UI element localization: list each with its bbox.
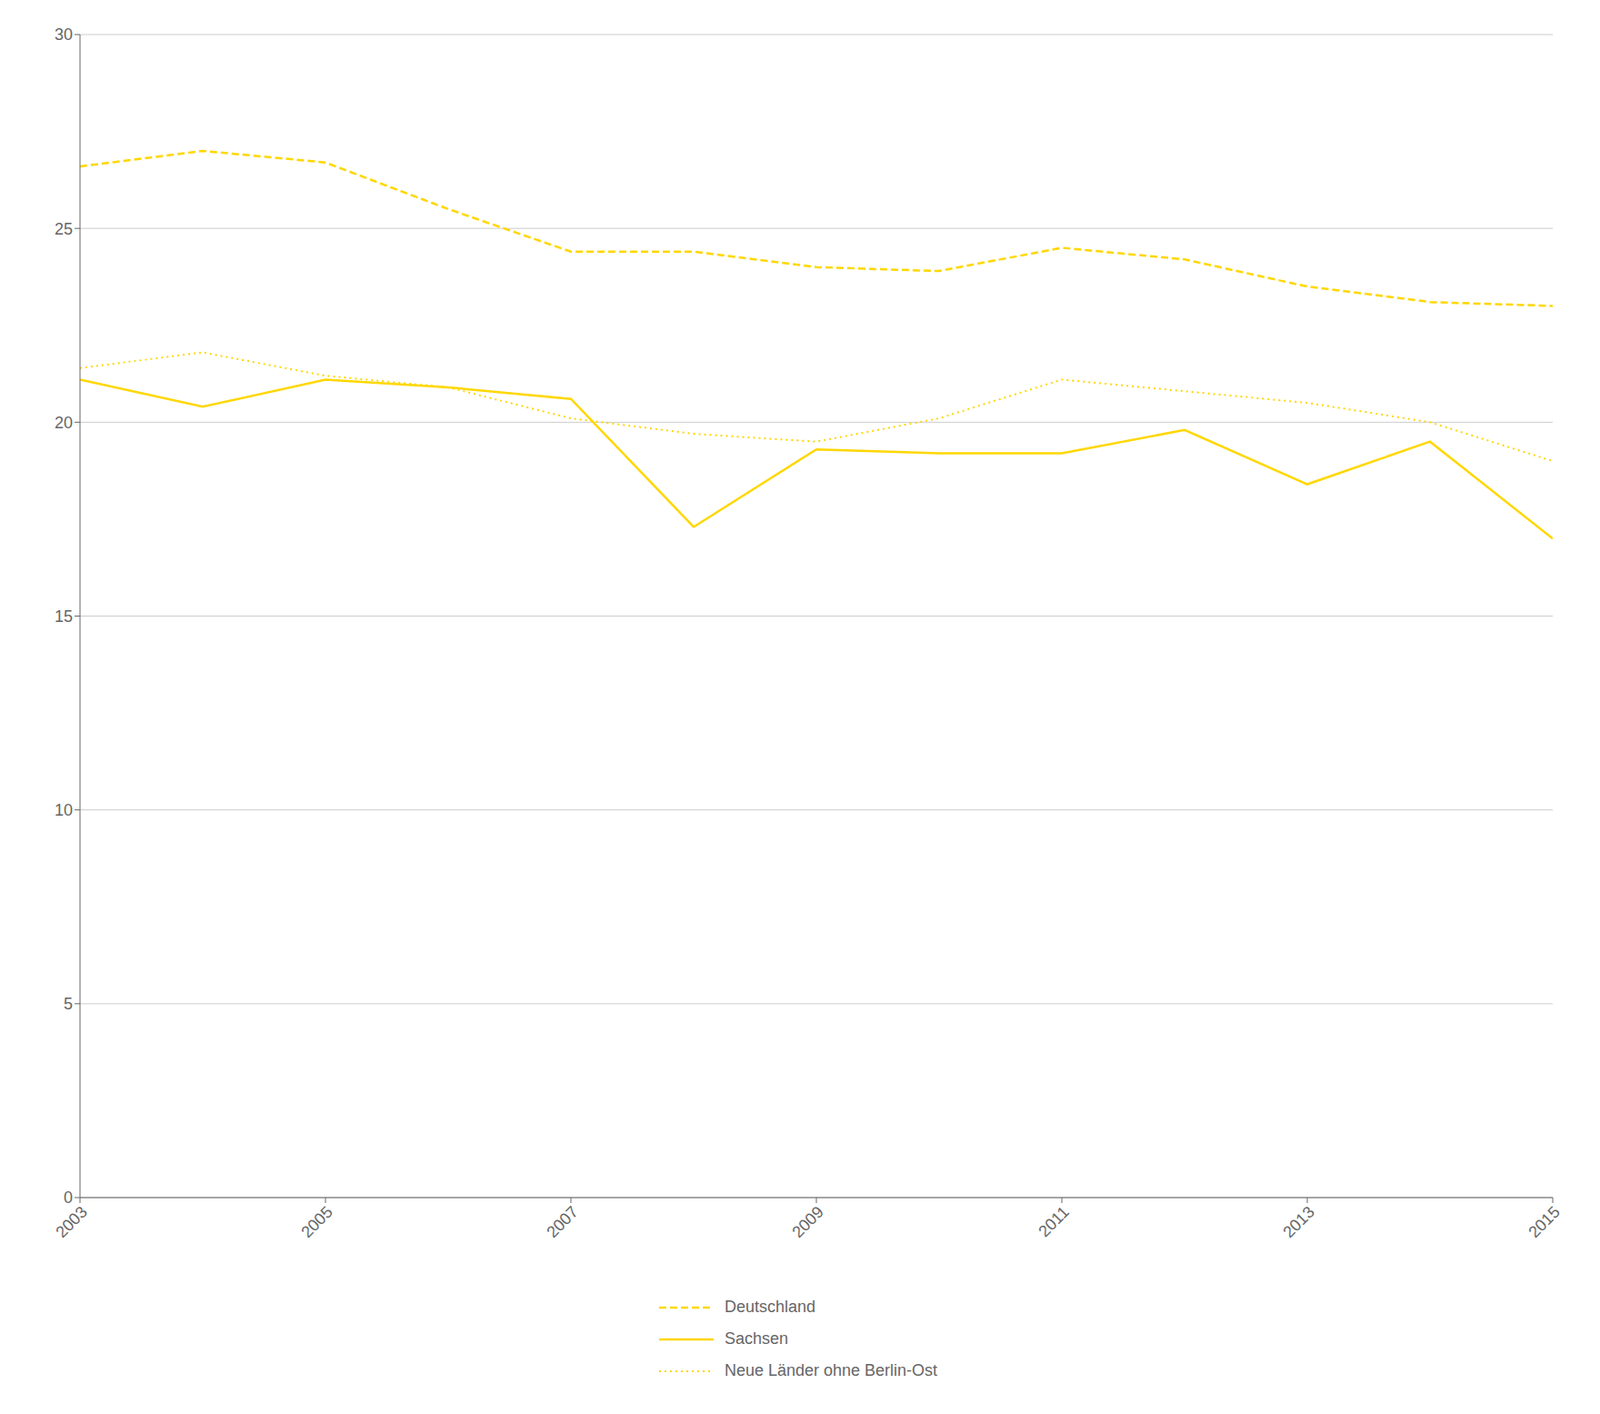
svg-text:2005: 2005: [297, 1202, 336, 1241]
svg-text:2009: 2009: [788, 1202, 827, 1241]
svg-text:0: 0: [63, 1188, 73, 1207]
svg-text:2015: 2015: [1524, 1202, 1563, 1241]
svg-text:30: 30: [54, 25, 73, 44]
html-text:Neue Länder ohne Berlin-Ost: Neue Länder ohne Berlin-Ost: [724, 1360, 938, 1380]
svg-text:2013: 2013: [1279, 1202, 1318, 1241]
svg-text:5: 5: [63, 994, 73, 1013]
svg-text:2007: 2007: [542, 1202, 581, 1241]
html-text:Sachsen: Sachsen: [724, 1329, 789, 1348]
svg-text:25: 25: [54, 220, 73, 239]
svg-text:2011: 2011: [1034, 1202, 1073, 1241]
svg-text:10: 10: [54, 800, 73, 820]
svg-text:2003: 2003: [51, 1202, 90, 1241]
html-text:Deutschland: Deutschland: [724, 1297, 816, 1316]
svg-text:15: 15: [54, 607, 73, 626]
svg-text:20: 20: [54, 413, 73, 432]
